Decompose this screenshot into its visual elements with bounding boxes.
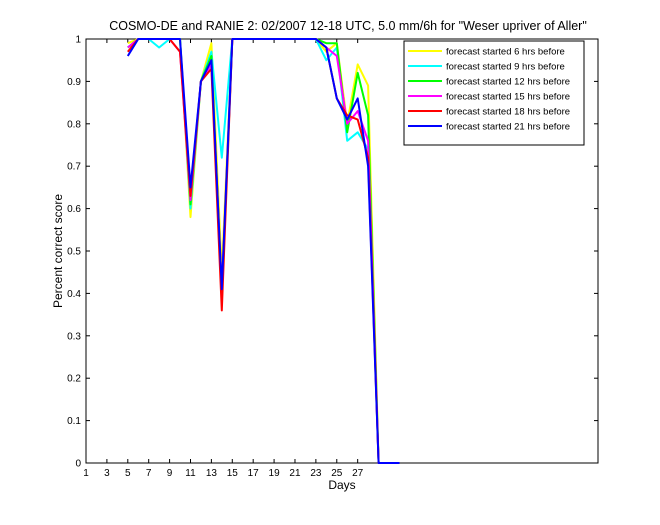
x-tick-label: 1 xyxy=(83,468,89,479)
x-tick-label: 15 xyxy=(227,468,239,479)
x-tick-label: 25 xyxy=(331,468,343,479)
y-axis-label: Percent correct score xyxy=(51,194,65,308)
x-tick-label: 3 xyxy=(104,468,110,479)
plot-lines xyxy=(126,38,400,464)
y-tick-label: 0.8 xyxy=(67,119,81,130)
x-tick-label: 11 xyxy=(185,468,196,479)
x-tick-label: 19 xyxy=(269,468,281,479)
x-tick-label: 21 xyxy=(289,468,301,479)
y-tick-label: 1 xyxy=(75,35,81,46)
series-line-6 xyxy=(126,38,400,464)
x-tick-label: 13 xyxy=(206,468,218,479)
x-tick-label: 27 xyxy=(352,468,364,479)
y-tick-label: 0.3 xyxy=(67,331,81,342)
legend-label: forecast started 6 hrs before xyxy=(446,47,565,58)
axes: 1 3 5 7 9 11 13 15 17 19 21 23 25 2700.10.20.30.40.50… xyxy=(67,35,599,479)
x-axis-label: Days xyxy=(328,478,355,492)
y-tick-label: 0.4 xyxy=(67,289,81,300)
y-tick-label: 0.7 xyxy=(67,162,81,173)
legend-box xyxy=(403,40,585,146)
legend-label: forecast started 12 hrs before xyxy=(446,77,570,88)
x-tick-label: 17 xyxy=(248,468,260,479)
x-tick-label: 9 xyxy=(167,468,173,479)
y-tick-label: 0.5 xyxy=(67,247,81,258)
chart-title: COSMO-DE and RANIE 2: 02/2007 12-18 UTC,… xyxy=(109,19,587,33)
legend: forecast started 6 hrs before forecast st… xyxy=(403,40,585,146)
legend-label: forecast started 15 hrs before xyxy=(446,92,570,103)
legend-label: forecast started 18 hrs before xyxy=(446,107,570,118)
legend-label: forecast started 9 hrs before xyxy=(446,62,565,73)
y-tick-label: 0.1 xyxy=(67,416,81,427)
x-tick-label: 5 xyxy=(125,468,131,479)
legend-label: forecast started 21 hrs before xyxy=(446,122,570,133)
y-tick-label: 0 xyxy=(75,459,81,470)
x-tick-label: 7 xyxy=(146,468,152,479)
y-tick-label: 0.6 xyxy=(67,204,81,215)
y-tick-label: 0.2 xyxy=(67,374,81,385)
y-tick-label: 0.9 xyxy=(67,77,81,88)
x-tick-label: 23 xyxy=(310,468,322,479)
